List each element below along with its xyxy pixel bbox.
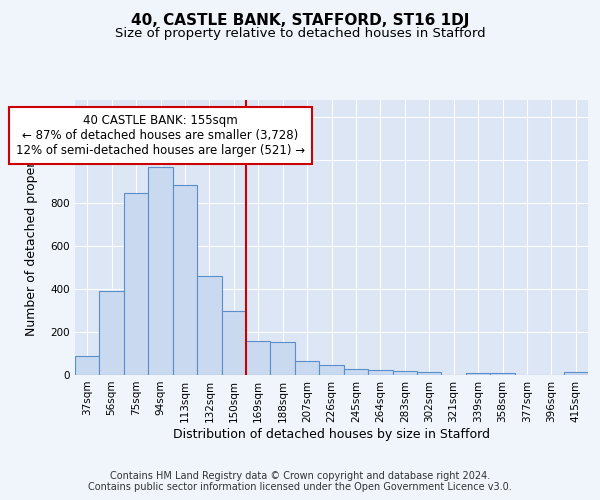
Bar [466, 373, 490, 375]
Bar [417, 372, 442, 375]
Text: 40 CASTLE BANK: 155sqm
← 87% of detached houses are smaller (3,728)
12% of semi-: 40 CASTLE BANK: 155sqm ← 87% of detached… [16, 114, 305, 157]
Text: 40, CASTLE BANK, STAFFORD, ST16 1DJ: 40, CASTLE BANK, STAFFORD, ST16 1DJ [131, 12, 469, 28]
Bar [100, 290, 124, 375]
Y-axis label: Number of detached properties: Number of detached properties [25, 139, 38, 336]
Bar [392, 371, 417, 375]
Bar [124, 193, 148, 375]
Bar [344, 368, 368, 375]
X-axis label: Distribution of detached houses by size in Stafford: Distribution of detached houses by size … [173, 428, 490, 440]
Bar [221, 310, 246, 375]
Bar [173, 185, 197, 375]
Bar [148, 167, 173, 375]
Bar [319, 364, 344, 375]
Bar [197, 276, 221, 375]
Bar [563, 372, 588, 375]
Bar [490, 373, 515, 375]
Bar [75, 356, 100, 375]
Text: Size of property relative to detached houses in Stafford: Size of property relative to detached ho… [115, 28, 485, 40]
Bar [246, 340, 271, 375]
Text: Contains HM Land Registry data © Crown copyright and database right 2024.
Contai: Contains HM Land Registry data © Crown c… [88, 471, 512, 492]
Bar [271, 342, 295, 375]
Bar [368, 370, 392, 375]
Bar [295, 361, 319, 375]
